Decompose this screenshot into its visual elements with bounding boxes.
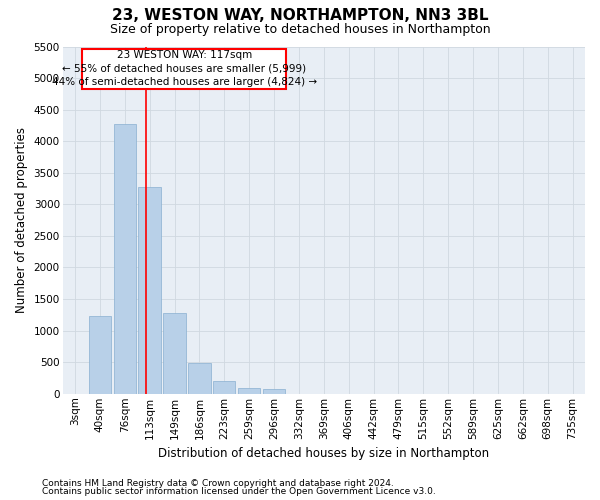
Text: Contains public sector information licensed under the Open Government Licence v3: Contains public sector information licen… xyxy=(42,487,436,496)
X-axis label: Distribution of detached houses by size in Northampton: Distribution of detached houses by size … xyxy=(158,447,490,460)
Text: Size of property relative to detached houses in Northampton: Size of property relative to detached ho… xyxy=(110,22,490,36)
Bar xyxy=(89,316,111,394)
Bar xyxy=(238,388,260,394)
Bar xyxy=(213,381,235,394)
Text: 23, WESTON WAY, NORTHAMPTON, NN3 3BL: 23, WESTON WAY, NORTHAMPTON, NN3 3BL xyxy=(112,8,488,22)
Text: 23 WESTON WAY: 117sqm: 23 WESTON WAY: 117sqm xyxy=(117,50,252,60)
FancyBboxPatch shape xyxy=(82,49,286,90)
Y-axis label: Number of detached properties: Number of detached properties xyxy=(15,127,28,313)
Text: Contains HM Land Registry data © Crown copyright and database right 2024.: Contains HM Land Registry data © Crown c… xyxy=(42,478,394,488)
Bar xyxy=(188,364,211,394)
Bar xyxy=(139,186,161,394)
Bar xyxy=(113,124,136,394)
Text: 44% of semi-detached houses are larger (4,824) →: 44% of semi-detached houses are larger (… xyxy=(52,78,317,88)
Bar xyxy=(163,313,186,394)
Bar xyxy=(263,390,285,394)
Text: ← 55% of detached houses are smaller (5,999): ← 55% of detached houses are smaller (5,… xyxy=(62,64,307,74)
